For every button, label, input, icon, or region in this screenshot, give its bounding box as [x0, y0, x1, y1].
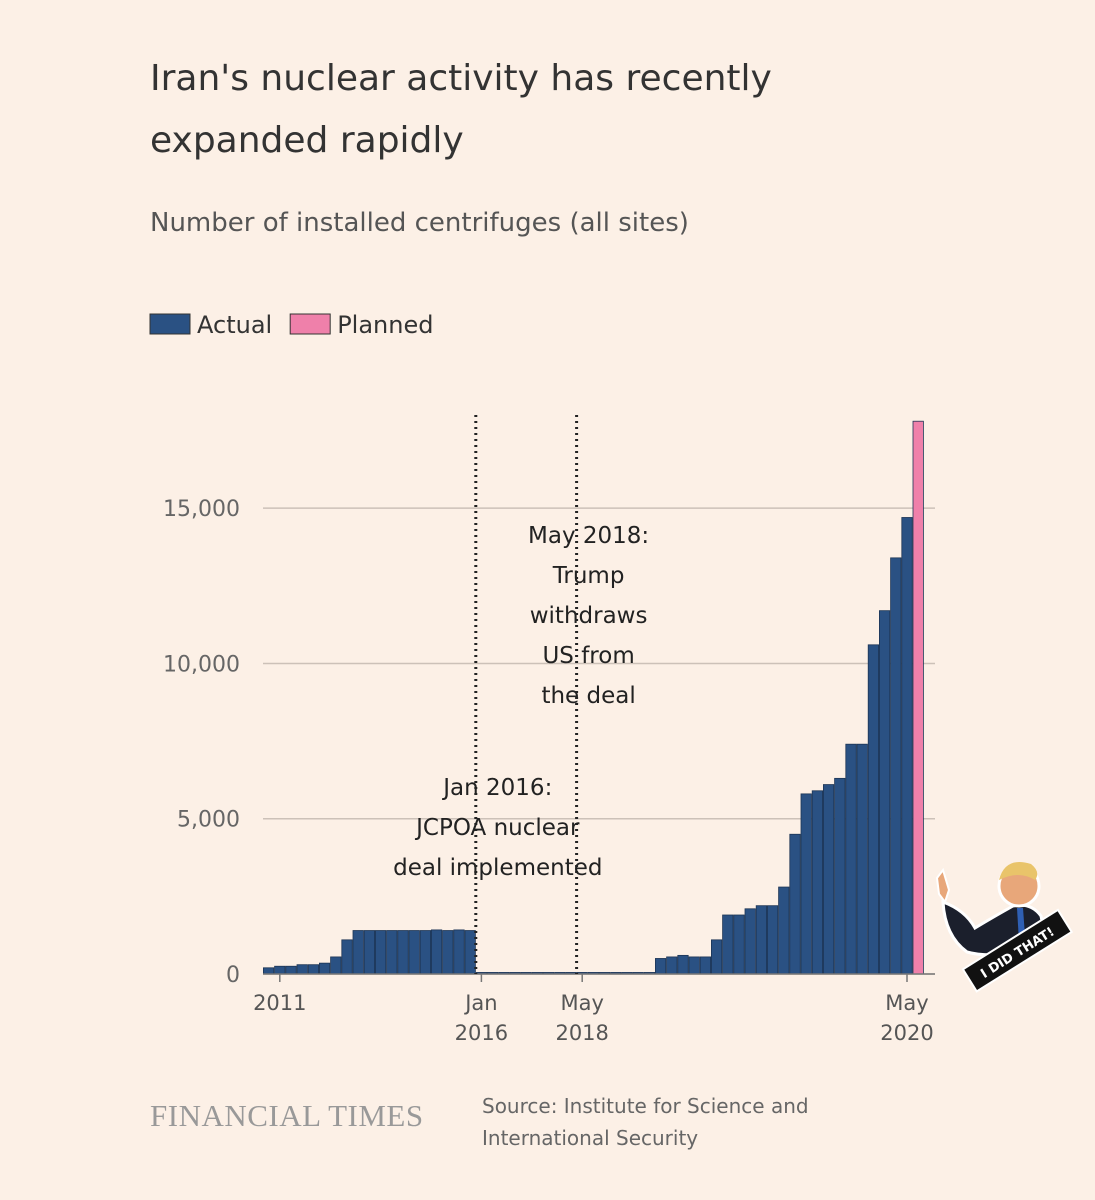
bar: [430, 929, 443, 975]
sticker-hand: [935, 867, 951, 905]
chart-subtitle: Number of installed centrifuges (all sit…: [150, 208, 689, 238]
annotation: Jan 2016: JCPOA nuclear deal implemented: [393, 775, 603, 881]
y-tick-label: 0: [226, 963, 240, 988]
y-tick-label: 10,000: [163, 652, 240, 677]
legend-swatch: [289, 313, 331, 335]
bar: [274, 965, 286, 975]
bar: [341, 939, 353, 975]
legend-swatch: [149, 313, 191, 335]
bar: [442, 930, 454, 975]
bar: [834, 777, 846, 975]
x-tick-label: 2011: [253, 991, 307, 1015]
bar: [688, 956, 700, 975]
bar: [307, 964, 320, 975]
bar: [823, 784, 835, 975]
legend-label: Actual: [197, 311, 272, 339]
sticker-hair: [999, 862, 1038, 880]
bar: [453, 929, 465, 975]
bar: [330, 956, 342, 975]
sticker: I DID THAT!: [935, 862, 1074, 993]
bar: [778, 886, 790, 975]
y-tick-label: 5,000: [177, 808, 240, 833]
bar: [789, 833, 801, 975]
logo: FINANCIAL TIMES: [150, 1098, 424, 1133]
bar: [363, 930, 376, 975]
bar: [318, 962, 331, 975]
bar: [666, 956, 678, 975]
x-tick-label: May 2020: [880, 991, 934, 1045]
bar: [856, 743, 868, 975]
x-tick-label: May 2018: [555, 991, 609, 1045]
bar: [374, 930, 387, 975]
sticker-banner: [961, 908, 1074, 993]
bar: [755, 905, 768, 975]
bar: [677, 954, 689, 975]
bar: [879, 610, 891, 975]
bar: [464, 930, 476, 975]
bar: [867, 644, 880, 975]
bar: [699, 956, 712, 975]
bar: [285, 965, 297, 975]
bar: [767, 905, 779, 975]
bar: [386, 930, 398, 975]
chart-title: Iran's nuclear activity has recently exp…: [150, 58, 772, 161]
bar: [890, 557, 902, 975]
bar: [901, 517, 913, 975]
bar: [811, 790, 824, 975]
bar: [711, 939, 723, 975]
bar: [352, 930, 364, 975]
annotation: May 2018: Trump withdraws US from the de…: [528, 523, 650, 709]
bar: [262, 967, 275, 975]
bar: [408, 930, 420, 975]
bar: [655, 958, 667, 975]
bar: [912, 420, 924, 975]
bar: [744, 908, 756, 975]
source: Source: Institute for Science and Intern…: [482, 1094, 809, 1150]
bar: [296, 964, 308, 975]
x-tick-label: Jan 2016: [454, 991, 509, 1045]
bar: [397, 930, 409, 975]
bar: [722, 914, 734, 975]
y-tick-label: 15,000: [163, 497, 240, 522]
legend-label: Planned: [337, 311, 433, 339]
bar: [800, 793, 812, 975]
bar: [419, 930, 432, 975]
bar: [733, 914, 745, 975]
bar: [845, 743, 857, 975]
